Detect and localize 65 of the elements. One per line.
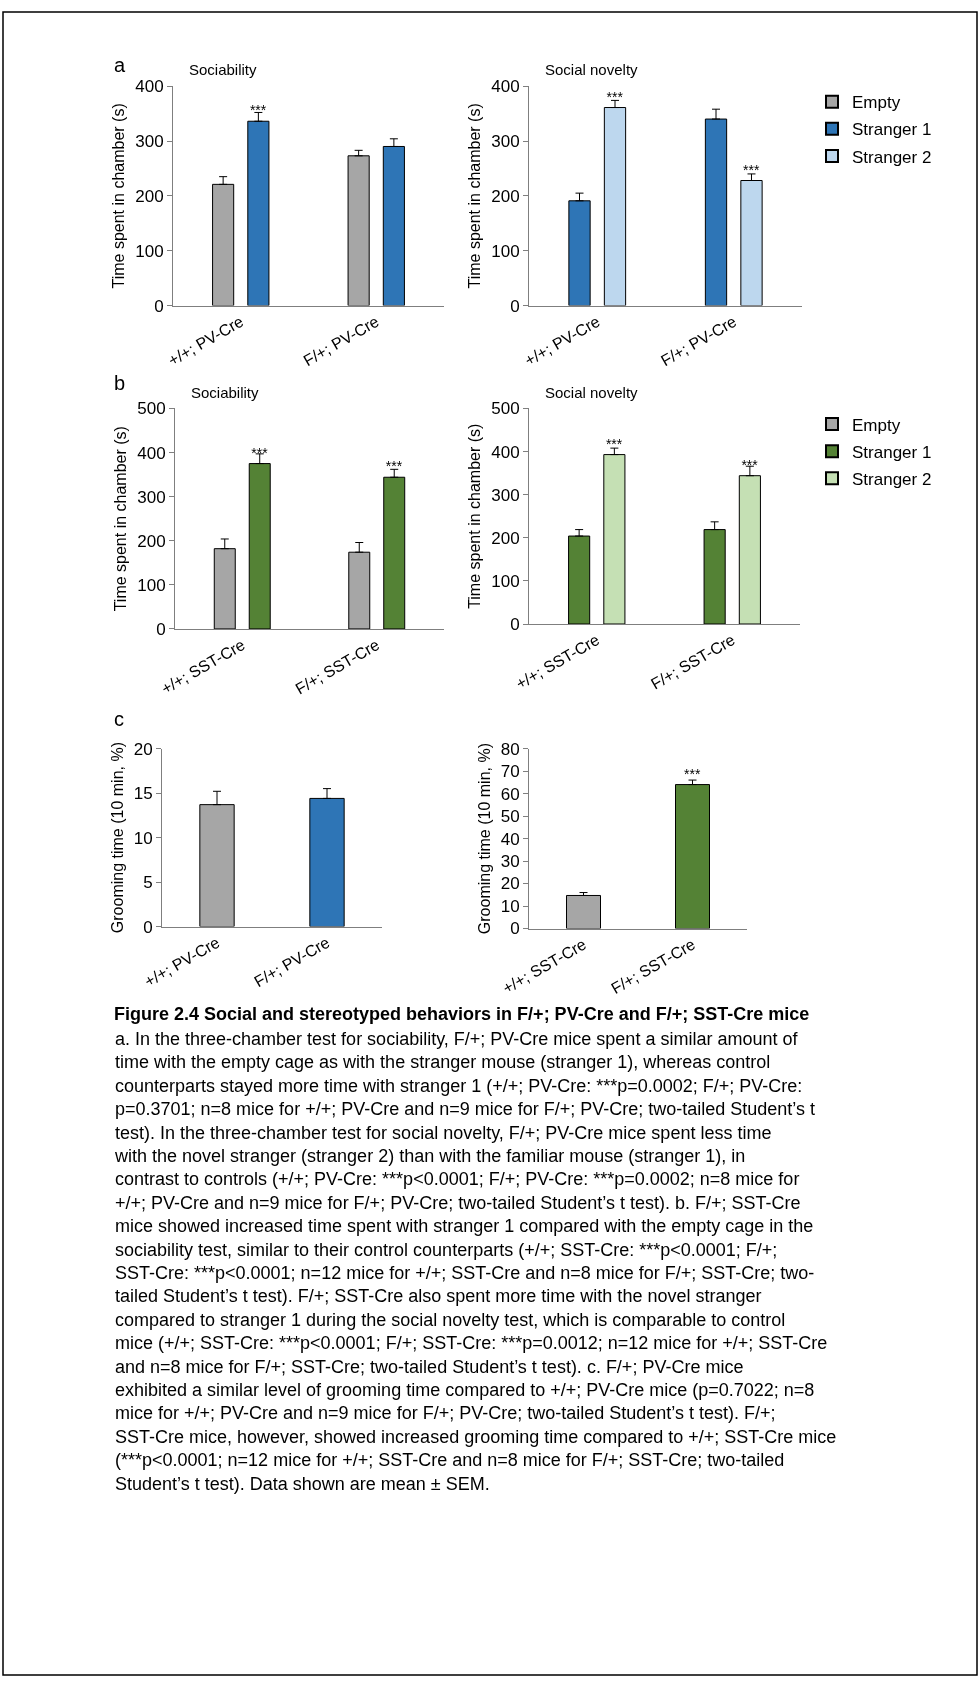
y-tick-label: 200 xyxy=(137,531,166,551)
y-tick-label: 30 xyxy=(500,852,520,871)
legend-label: Stranger 1 xyxy=(852,442,932,462)
y-tick-label: 300 xyxy=(491,131,520,151)
y-tick-label: 300 xyxy=(491,485,520,505)
y-axis-title: Time spent in chamber (s) xyxy=(466,423,484,609)
y-tick-label: 200 xyxy=(491,528,520,548)
y-tick-label: 500 xyxy=(137,399,166,419)
data-label: *** xyxy=(605,435,623,452)
y-tick-label: 400 xyxy=(491,442,520,462)
y-tick-label: 0 xyxy=(510,296,520,316)
y-tick-label: 400 xyxy=(137,443,166,463)
legend-label: Empty xyxy=(852,415,901,435)
y-tick-label: 40 xyxy=(500,829,520,849)
y-tick-label: 50 xyxy=(500,807,520,827)
text: a xyxy=(114,54,126,76)
data-label: *** xyxy=(741,456,759,473)
y-axis-title: Grooming time (10 min, %) xyxy=(475,742,493,935)
legend-label: Empty xyxy=(852,93,901,113)
y-tick-label: 300 xyxy=(137,487,166,507)
data-label: *** xyxy=(251,444,269,461)
y-axis-title: Time spent in chamber (s) xyxy=(110,103,128,289)
y-tick-label: 20 xyxy=(133,739,153,759)
y-tick-label: 10 xyxy=(133,828,153,848)
text: c xyxy=(114,708,124,730)
text: a. In the three-chamber test for sociability, F/+; PV-Cre mice spent a similar amount of time with the empty cage as with the stranger mouse (stranger 1), whereas control counterparts stayed more time with stranger 1 (+/+; PV-Cre: ***p=0.0002; F/+; PV-Cre: p=0.3701; n=8 mice for +/+; PV-Cre and n=9 mice for F/+; PV-Cre; two-tailed Student’s t test). In the three-chamber test for social novelty, F/+; PV-Cre mice spent less time with the novel stranger (stranger 2) than with the familiar mouse (stranger 1), in contrast to controls (+/+; PV-Cre: ***p<0.0001; F/+; PV-Cre: ***p=0.0002; n=8 mice for +/+; PV-Cre and n=9 mice for F/+; PV-Cre; two-tailed Student’s t test). b. F/+; SST-Cre mice showed increased time spent with stranger 1 compared with the empty cage in the sociability test, similar to their control counterparts (+/+; SST-Cre: ***p<0.0001; F/+; SST-Cre: ***p<0.0001; n=12 mice for +/+; SST-Cre and n=8 mice for F/+; SST-Cre; two-tailed Student’s t test). F/+; SST-Cre also spent more time with the novel stranger compared to stranger 1 during the social novelty test, which is comparable to control mice (+/+; SST-Cre: ***p<0.0001; F/+; SST-Cre: ***p=0.0012; n=12 mice for +/+; SST-Cre and n=8 mice for F/+; SST-Cre; two-tailed Student’s t test). c. F/+; PV-Cre mice exhibited a similar level of grooming time compared to +/+; PV-Cre mice (p=0.7022; n=8 mice for +/+; PV-Cre and n=9 mice for F/+; PV-Cre; two-tailed Student’s t test). F/+; SST-Cre mice, however, showed increased grooming time compared to +/+; SST-Cre mice (***p<0.0001; n=12 mice for +/+; SST-Cre and n=8 mice for F/+; SST-Cre; two-tailed Student’s t test). Data shown are mean ± SEM. xyxy=(115,1029,837,1494)
data-label: *** xyxy=(606,88,624,105)
y-tick-label: 100 xyxy=(135,241,164,261)
y-tick-label: 100 xyxy=(491,571,520,591)
y-tick-label: 5 xyxy=(143,873,153,893)
y-axis-title: Grooming time (10 min, %) xyxy=(108,741,126,934)
y-tick-label: 60 xyxy=(500,784,520,804)
chart-title: Social novelty xyxy=(545,61,639,78)
chart-title: Sociability xyxy=(189,61,258,78)
y-tick-label: 0 xyxy=(154,296,164,316)
y-tick-label: 70 xyxy=(500,762,520,782)
y-tick-label: 200 xyxy=(135,186,164,206)
y-tick-label: 500 xyxy=(491,399,520,419)
y-tick-label: 200 xyxy=(491,186,520,206)
legend-label: Stranger 1 xyxy=(852,120,932,140)
text: b xyxy=(114,372,126,394)
data-label: *** xyxy=(249,102,267,119)
chart-title: Social novelty xyxy=(545,384,639,401)
y-tick-label: 20 xyxy=(500,874,520,894)
y-tick-label: 80 xyxy=(500,739,520,759)
y-axis-title: Time spent in chamber (s) xyxy=(112,426,130,612)
y-tick-label: 0 xyxy=(156,619,166,639)
y-tick-label: 400 xyxy=(491,77,520,97)
data-label: *** xyxy=(743,161,760,178)
legend-label: Stranger 2 xyxy=(852,147,932,167)
y-tick-label: 100 xyxy=(137,575,166,595)
chart-title: Sociability xyxy=(191,384,260,401)
legend-label: Stranger 2 xyxy=(852,469,932,489)
y-tick-label: 0 xyxy=(510,919,520,939)
y-tick-label: 15 xyxy=(133,784,153,804)
y-tick-label: 0 xyxy=(143,917,153,937)
y-tick-label: 0 xyxy=(510,614,520,634)
y-tick-label: 300 xyxy=(135,131,164,151)
data-label: *** xyxy=(385,458,403,475)
data-label: *** xyxy=(684,765,701,782)
y-tick-label: 400 xyxy=(135,77,164,97)
caption: Figure 2.4 Social and stereotyped behaviors in F/+; PV-Cre and F/+; SST-Cre mice xyxy=(114,1004,810,1024)
y-axis-title: Time spent in chamber (s) xyxy=(466,103,484,289)
y-tick-label: 10 xyxy=(500,896,520,916)
y-tick-label: 100 xyxy=(491,241,520,261)
